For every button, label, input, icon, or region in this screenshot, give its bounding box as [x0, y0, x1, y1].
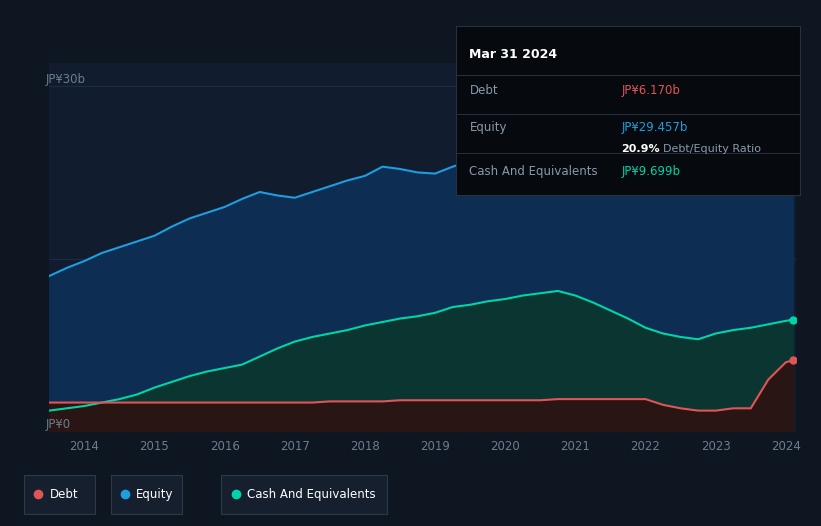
Text: Debt/Equity Ratio: Debt/Equity Ratio: [663, 144, 760, 154]
Text: Equity: Equity: [136, 488, 174, 501]
Text: 20.9%: 20.9%: [621, 144, 660, 154]
Text: JP¥29.457b: JP¥29.457b: [621, 121, 687, 134]
Text: Debt: Debt: [470, 84, 498, 97]
Text: Debt: Debt: [49, 488, 78, 501]
Text: Cash And Equivalents: Cash And Equivalents: [470, 165, 598, 178]
Text: Cash And Equivalents: Cash And Equivalents: [246, 488, 375, 501]
Text: JP¥30b: JP¥30b: [46, 73, 85, 86]
Text: Mar 31 2024: Mar 31 2024: [470, 48, 557, 61]
FancyBboxPatch shape: [111, 475, 182, 514]
Text: JP¥6.170b: JP¥6.170b: [621, 84, 680, 97]
Text: JP¥0: JP¥0: [46, 418, 71, 431]
Text: Equity: Equity: [470, 121, 507, 134]
Text: JP¥9.699b: JP¥9.699b: [621, 165, 680, 178]
FancyBboxPatch shape: [222, 475, 387, 514]
FancyBboxPatch shape: [25, 475, 95, 514]
